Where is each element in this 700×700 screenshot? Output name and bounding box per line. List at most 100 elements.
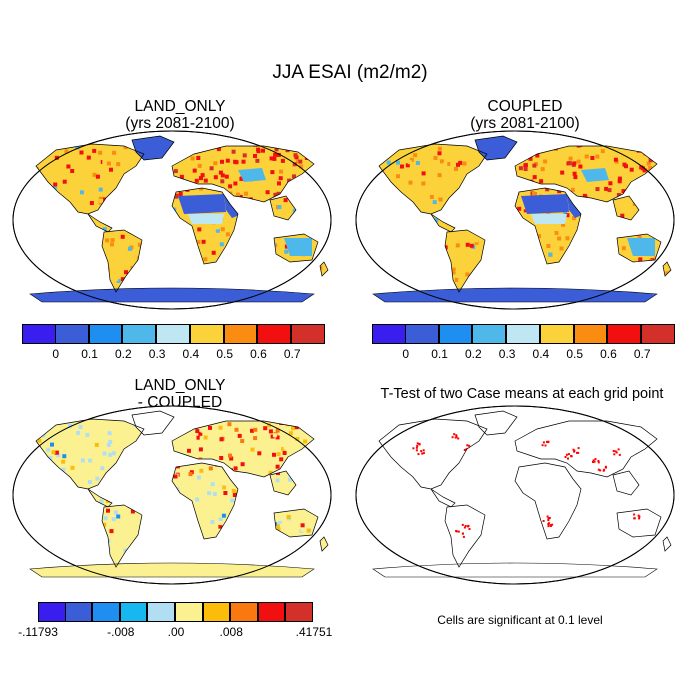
grid-cell: [123, 145, 128, 150]
grid-cell: [315, 445, 320, 450]
significant-cell: [461, 532, 464, 535]
grid-cell: [421, 181, 426, 186]
grid-cell: [31, 271, 35, 275]
panel-title-land-only: LAND_ONLY (yrs 2081-2100): [40, 98, 320, 132]
grid-cell: [102, 451, 107, 456]
grid-cell: [208, 466, 213, 471]
grid-cell: [269, 411, 274, 412]
grid-cell: [209, 166, 214, 171]
grid-cell: [103, 180, 108, 185]
grid-cell: [643, 151, 648, 156]
grid-cell: [584, 154, 589, 159]
grid-cell: [670, 246, 671, 251]
grid-cell: [274, 238, 278, 243]
grid-cell: [41, 136, 46, 141]
grid-cell: [330, 478, 332, 482]
colorbar-label: 0.3: [148, 347, 166, 361]
grid-cell: [646, 136, 651, 140]
grid-cell: [198, 447, 203, 452]
grid-cell: [116, 162, 121, 167]
grid-cell: [195, 497, 200, 502]
grid-cell: [559, 246, 564, 251]
grid-cell: [292, 174, 296, 179]
grid-cell: [272, 156, 277, 161]
significant-cell: [454, 436, 457, 439]
colorbar-box: [88, 324, 123, 344]
colorbar-box: [202, 602, 231, 622]
grid-cell: [12, 143, 16, 147]
significant-cell: [461, 523, 464, 526]
grid-cell: [452, 162, 457, 167]
grid-cell: [276, 191, 281, 196]
grid-cell: [295, 436, 300, 441]
colorbar-box: [506, 324, 540, 344]
significant-cell: [420, 450, 423, 453]
significant-cell: [418, 443, 421, 445]
grid-cell: [612, 136, 616, 138]
significant-cell: [638, 517, 641, 520]
grid-cell: [567, 161, 572, 166]
significant-cell: [613, 453, 616, 456]
grid-cell: [227, 479, 232, 484]
significant-cell: [594, 458, 597, 461]
grid-cell: [62, 454, 67, 459]
colorbar-box: [54, 324, 89, 344]
grid-cell: [403, 139, 408, 143]
grid-cell: [53, 182, 58, 187]
grid-cell: [37, 438, 42, 443]
significant-cell: [612, 450, 615, 452]
grid-cell: [265, 411, 270, 413]
grid-cell: [23, 550, 27, 554]
grid-cell: [326, 466, 328, 471]
grid-cell: [55, 423, 60, 428]
grid-cell: [44, 143, 49, 148]
grid-cell: [17, 450, 21, 454]
grid-cell: [102, 227, 107, 232]
grid-cell: [462, 230, 467, 235]
grid-cell: [637, 137, 642, 142]
grid-cell: [523, 167, 528, 171]
grid-cell: [595, 187, 600, 192]
grid-cell: [570, 187, 575, 192]
grid-cell: [326, 417, 328, 422]
grid-cell: [269, 156, 274, 161]
grid-cell: [465, 272, 470, 277]
grid-cell: [187, 448, 191, 453]
grid-cell: [326, 429, 328, 434]
significant-cell: [615, 451, 618, 454]
significant-cell: [593, 460, 596, 463]
grid-cell: [319, 131, 323, 135]
grid-cell: [218, 524, 223, 529]
grid-cell: [90, 411, 95, 412]
grid-cell: [98, 451, 103, 455]
grid-cell: [327, 179, 328, 184]
grid-cell: [87, 480, 92, 484]
grid-cell: [398, 179, 403, 184]
grid-cell: [203, 246, 208, 251]
significant-cell: [604, 466, 607, 469]
grid-cell: [127, 246, 132, 251]
grid-cell: [373, 167, 377, 171]
grid-cell: [102, 164, 107, 169]
map-coupled: [355, 130, 675, 310]
grid-cell: [23, 269, 27, 273]
grid-cell: [98, 427, 103, 432]
grid-cell: [264, 411, 269, 414]
grid-cell: [437, 151, 442, 156]
grid-cell: [79, 168, 84, 173]
grid-cell: [197, 227, 202, 232]
grid-cell: [49, 405, 53, 409]
significant-cell: [468, 528, 471, 530]
grid-cell: [231, 149, 236, 154]
grid-cell: [363, 182, 367, 186]
significant-cell: [417, 453, 420, 456]
grid-cell: [76, 442, 81, 447]
figure-title: JJA ESAI (m2/m2): [272, 62, 428, 83]
grid-cell: [270, 170, 275, 175]
grid-cell: [256, 130, 260, 134]
grid-cell: [313, 261, 318, 266]
grid-cell: [69, 460, 74, 464]
grid-cell: [359, 189, 363, 193]
grid-cell: [44, 165, 49, 170]
grid-cell: [282, 212, 286, 216]
